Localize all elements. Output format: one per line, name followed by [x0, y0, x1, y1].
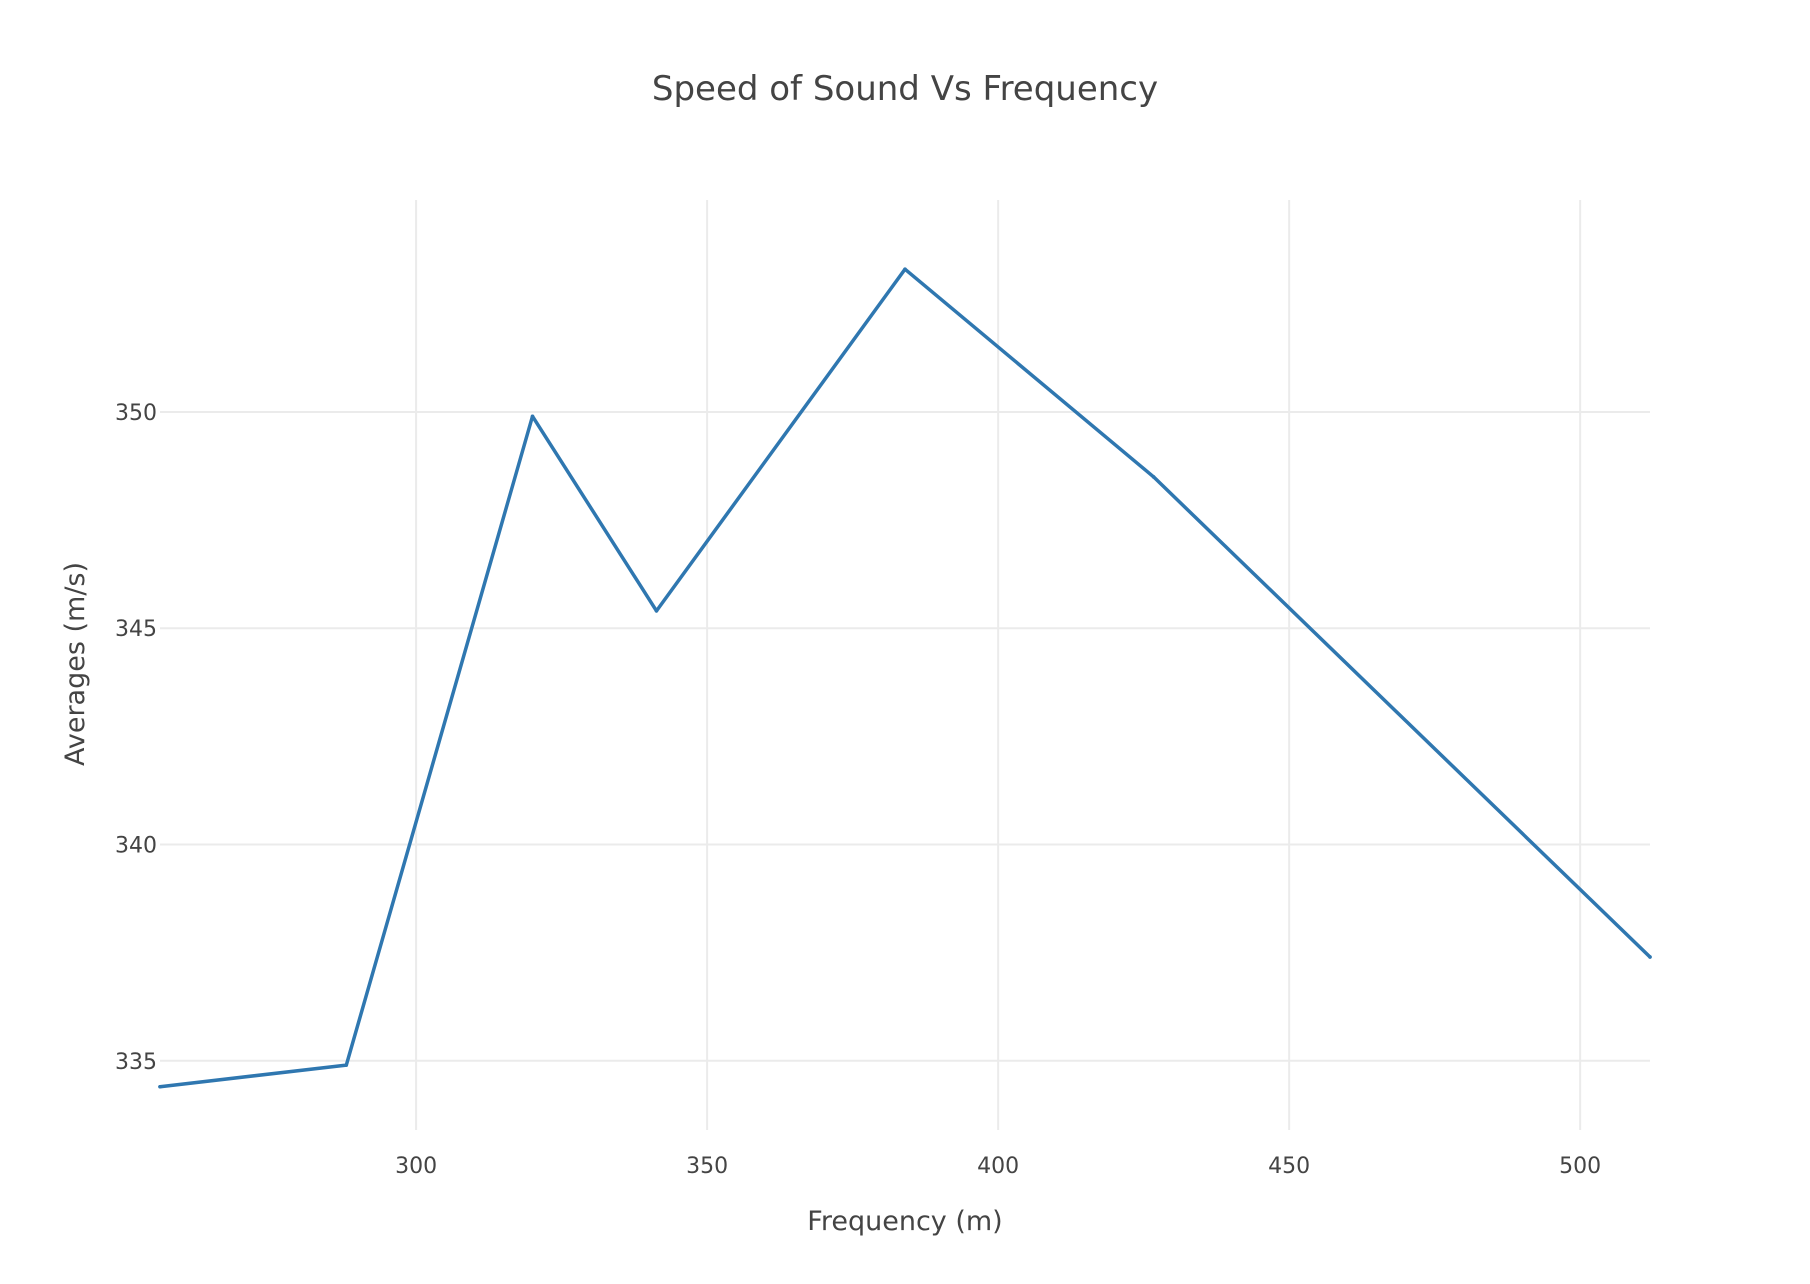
series-line	[158, 267, 1652, 1089]
chart-title: Speed of Sound Vs Frequency	[652, 69, 1158, 109]
y-axis-title: Averages (m/s)	[60, 562, 91, 766]
data-point	[1648, 955, 1652, 959]
series-group	[158, 267, 1652, 1089]
data-point	[344, 1063, 349, 1067]
y-tick-label: 335	[115, 1050, 157, 1075]
y-tick-label: 340	[115, 834, 157, 859]
x-tick-label: 350	[686, 1154, 728, 1179]
x-tick-label: 300	[395, 1154, 437, 1179]
y-tick-label: 345	[115, 617, 157, 642]
y-gridlines	[160, 410, 1650, 1062]
data-point	[158, 1084, 162, 1089]
x-tick-labels: 300 350 400 450 500	[395, 1154, 1601, 1179]
x-gridlines	[415, 200, 1582, 1130]
x-tick-label: 500	[1559, 1154, 1601, 1179]
data-point	[654, 609, 659, 613]
data-point	[903, 267, 907, 272]
x-tick-label: 400	[977, 1154, 1019, 1179]
y-tick-labels: 335 340 345 350	[115, 401, 157, 1075]
x-tick-label: 450	[1268, 1154, 1310, 1179]
data-point	[530, 414, 535, 419]
y-tick-label: 350	[115, 401, 157, 426]
x-axis-title: Frequency (m)	[807, 1206, 1002, 1237]
data-point	[1151, 475, 1156, 479]
